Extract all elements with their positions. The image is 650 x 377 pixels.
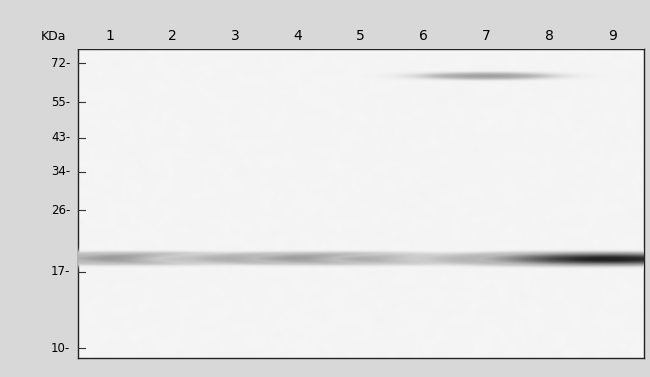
Text: 55-: 55- <box>51 96 70 109</box>
Text: 9: 9 <box>608 29 616 43</box>
Text: 7: 7 <box>482 29 491 43</box>
Text: 17-: 17- <box>51 265 70 278</box>
Text: 2: 2 <box>168 29 177 43</box>
Text: 26-: 26- <box>51 204 70 217</box>
Text: 1: 1 <box>105 29 114 43</box>
Text: 8: 8 <box>545 29 554 43</box>
Text: 5: 5 <box>356 29 365 43</box>
Text: KDa: KDa <box>41 33 66 46</box>
Text: 43-: 43- <box>51 131 70 144</box>
Text: 4: 4 <box>294 29 302 43</box>
Text: KDa: KDa <box>41 31 66 43</box>
Text: 72-: 72- <box>51 57 70 70</box>
Text: 34-: 34- <box>51 165 70 178</box>
Text: 10-: 10- <box>51 342 70 355</box>
Text: 6: 6 <box>419 29 428 43</box>
Text: 3: 3 <box>231 29 239 43</box>
